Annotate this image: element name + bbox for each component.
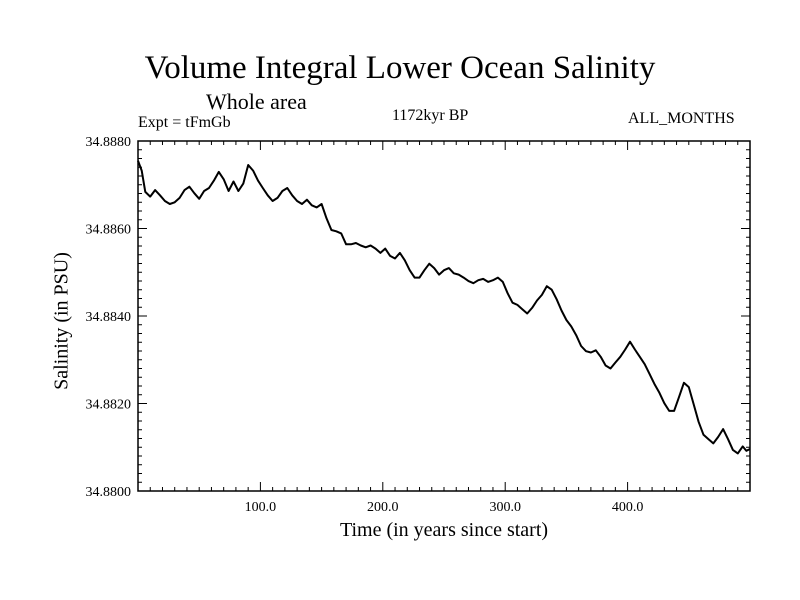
- plot-frame: [137, 140, 751, 492]
- chart-subtitle: Whole area: [206, 89, 307, 114]
- chart-title: Volume Integral Lower Ocean Salinity: [144, 50, 656, 86]
- y-tick-label: 34.8880: [86, 135, 132, 150]
- y-tick-label: 34.8800: [86, 485, 132, 500]
- x-tick-label: 400.0: [612, 500, 644, 515]
- y-tick-label: 34.8820: [86, 398, 132, 413]
- x-tick-label: 300.0: [489, 500, 521, 515]
- x-tick-label: 200.0: [367, 500, 399, 515]
- tick-layer: 100.0 200.0 300.0 400.0 34.8800 34.8820 34.884…: [86, 135, 750, 515]
- months-label: ALL_MONTHS: [628, 110, 735, 127]
- x-tick-label: 100.0: [245, 500, 277, 515]
- y-tick-label: 34.8840: [86, 310, 132, 325]
- experiment-label: Expt = tFmGb: [138, 114, 231, 131]
- x-axis-label: Time (in years since start): [339, 519, 549, 541]
- salinity-series-line: [137, 160, 751, 455]
- period-label: 1172kyr BP: [392, 107, 469, 124]
- y-tick-label: 34.8860: [86, 223, 132, 238]
